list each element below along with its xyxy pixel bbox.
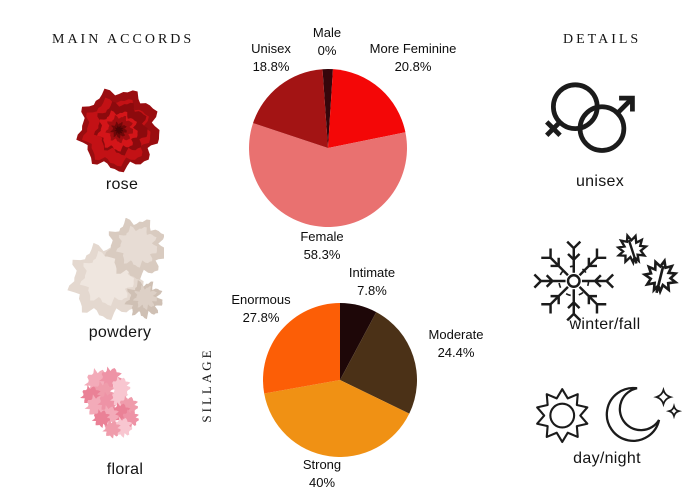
pie-slice-female xyxy=(249,123,407,227)
sillage-pie-chart xyxy=(263,303,417,457)
floral-image xyxy=(80,366,139,439)
gender-pie-chart xyxy=(249,69,407,227)
sparkle-stars-icon xyxy=(653,386,683,420)
gender-pie-label-unisex: Unisex 18.8% xyxy=(251,41,291,74)
moon-icon xyxy=(605,386,661,442)
snowflake-icon xyxy=(533,240,615,322)
sillage-pie-label-enormous: Enormous 27.8% xyxy=(231,292,291,325)
sillage-pie-label-moderate: Moderate 24.4% xyxy=(428,327,484,360)
pie-slice-male xyxy=(322,69,333,148)
sillage-axis-label: SILLAGE xyxy=(199,347,214,423)
winter-fall-caption: winter/fall xyxy=(569,316,641,333)
winter-fall-icon xyxy=(533,230,682,322)
gender-pie-label-male: Male 0% xyxy=(312,25,342,58)
sillage-pie-label-intimate: Intimate 7.8% xyxy=(348,265,396,298)
gender-pie-label-more-feminine: More Feminine 20.8% xyxy=(369,41,457,74)
powdery-image xyxy=(67,218,164,320)
pie-slice-moderate xyxy=(340,312,417,414)
unisex-caption: unisex xyxy=(575,173,625,190)
sillage-pie-label-strong: Strong 40% xyxy=(302,457,342,490)
maple-leaves-icon xyxy=(612,230,682,298)
floral-caption: floral xyxy=(106,461,144,478)
pie-slice-strong xyxy=(264,380,410,457)
pie-slice-enormous xyxy=(263,303,340,394)
rose-image xyxy=(76,88,160,173)
rose-caption: rose xyxy=(105,176,139,193)
gender-pie-label-female: Female 58.3% xyxy=(300,229,344,262)
pie-slice-unisex xyxy=(253,69,328,148)
day-night-icon xyxy=(536,386,683,444)
sun-icon xyxy=(536,388,589,444)
powdery-caption: powdery xyxy=(88,324,152,341)
details-header: DETAILS xyxy=(563,32,642,47)
day-night-caption: day/night xyxy=(573,450,641,467)
male-symbol-icon xyxy=(577,95,635,153)
main-accords-header: MAIN ACCORDS xyxy=(52,32,195,47)
pie-slice-intimate xyxy=(340,303,377,380)
unisex-icon xyxy=(545,82,635,153)
pie-slice-more-feminine xyxy=(328,69,406,148)
